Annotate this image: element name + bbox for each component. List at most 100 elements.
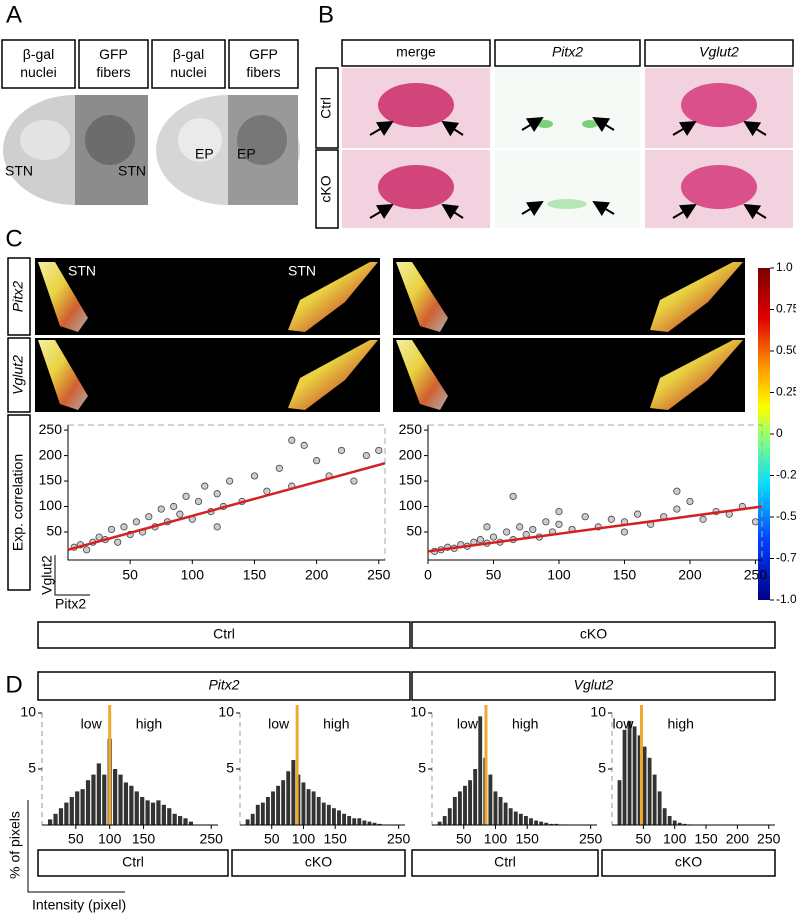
label-box bbox=[411, 849, 599, 877]
box-label: cKO bbox=[305, 854, 332, 870]
bar bbox=[377, 823, 382, 825]
bar bbox=[549, 823, 554, 825]
colorbar-tick-label: -1.0 bbox=[776, 592, 796, 606]
label-box bbox=[37, 671, 411, 701]
y-tick-label: 10 bbox=[20, 704, 36, 720]
bar bbox=[306, 789, 311, 825]
bar bbox=[652, 774, 657, 825]
bar bbox=[508, 808, 513, 825]
x-tick-label: 250 bbox=[387, 831, 411, 847]
bar bbox=[488, 774, 493, 825]
x-tick-label: 100 bbox=[547, 567, 571, 583]
point bbox=[673, 505, 681, 513]
bar bbox=[245, 819, 250, 825]
y-tick-label: 10 bbox=[410, 704, 426, 720]
x-tick-label: 100 bbox=[98, 831, 122, 847]
point bbox=[194, 497, 203, 506]
x-tick-label: 250 bbox=[200, 831, 224, 847]
point bbox=[157, 505, 165, 513]
bar bbox=[188, 821, 194, 825]
colorbar-tick-label: 0 bbox=[776, 426, 783, 440]
bar bbox=[113, 769, 118, 825]
bar bbox=[69, 797, 74, 825]
colorbar-tick-label: -0.75 bbox=[776, 551, 796, 565]
bar bbox=[637, 735, 642, 825]
point bbox=[607, 515, 615, 523]
bar bbox=[145, 800, 150, 825]
x-tick-label: 150 bbox=[324, 831, 348, 847]
axis bbox=[427, 425, 762, 561]
point bbox=[489, 533, 498, 541]
label-box bbox=[7, 337, 31, 413]
bar bbox=[357, 818, 362, 825]
label-box bbox=[411, 671, 776, 701]
x-tick-label: 50 bbox=[486, 567, 502, 583]
bar bbox=[265, 797, 270, 825]
bar bbox=[129, 785, 134, 825]
bar bbox=[281, 780, 286, 825]
y-tick-label: 150 bbox=[39, 472, 63, 488]
label-box bbox=[7, 414, 31, 591]
box-label: Pitx2 bbox=[208, 677, 239, 693]
annotation: high bbox=[136, 716, 162, 732]
x-tick-label: 50 bbox=[636, 831, 652, 847]
bar bbox=[337, 810, 341, 825]
bar bbox=[156, 800, 161, 825]
point bbox=[673, 487, 681, 495]
point bbox=[83, 546, 91, 554]
bar bbox=[150, 802, 156, 825]
label-box bbox=[644, 39, 794, 67]
point bbox=[375, 446, 383, 455]
point bbox=[509, 492, 517, 500]
box-label: Ctrl bbox=[122, 854, 144, 870]
box-label: Vglut2 bbox=[10, 355, 26, 395]
bar bbox=[677, 822, 682, 825]
annotation: low bbox=[612, 716, 634, 732]
bar bbox=[64, 802, 69, 825]
bar bbox=[473, 769, 478, 825]
bar bbox=[672, 820, 677, 825]
x-tick-label: 150 bbox=[694, 831, 718, 847]
panel-label: A bbox=[6, 1, 22, 28]
bar bbox=[513, 811, 518, 825]
point bbox=[275, 464, 283, 472]
panel-label: D bbox=[5, 671, 22, 698]
y-tick-label: 10 bbox=[590, 704, 606, 720]
bar bbox=[347, 816, 352, 825]
bar bbox=[352, 818, 357, 825]
box-label: cKO bbox=[318, 175, 334, 202]
x-tick-label: 0 bbox=[424, 567, 432, 583]
bar bbox=[183, 818, 188, 825]
box-label: merge bbox=[396, 44, 436, 60]
point bbox=[529, 525, 537, 534]
annotation: high bbox=[323, 716, 349, 732]
point bbox=[201, 482, 209, 490]
point bbox=[350, 477, 358, 485]
x-tick-label: 50 bbox=[264, 831, 280, 847]
bar bbox=[539, 821, 544, 825]
bar bbox=[91, 774, 96, 825]
x-tick-label: 200 bbox=[305, 567, 329, 583]
y-tick-label: 10 bbox=[218, 704, 234, 720]
box-label: Vglut2 bbox=[699, 44, 739, 60]
bar bbox=[437, 821, 442, 825]
box-label: cKO bbox=[580, 626, 607, 642]
y-tick-label: 5 bbox=[226, 760, 234, 776]
x-tick-label: 150 bbox=[516, 831, 540, 847]
bar bbox=[58, 808, 64, 825]
y-tick-label: 100 bbox=[399, 497, 423, 513]
bar bbox=[123, 782, 129, 825]
bar bbox=[291, 760, 296, 825]
point bbox=[250, 472, 259, 480]
point bbox=[145, 513, 153, 521]
point bbox=[337, 446, 346, 455]
point bbox=[555, 520, 563, 528]
bar bbox=[442, 816, 447, 825]
bar bbox=[301, 782, 306, 825]
bar bbox=[463, 785, 467, 825]
label-box bbox=[151, 39, 226, 89]
bar bbox=[172, 813, 177, 825]
box-label: Vglut2 bbox=[574, 677, 614, 693]
